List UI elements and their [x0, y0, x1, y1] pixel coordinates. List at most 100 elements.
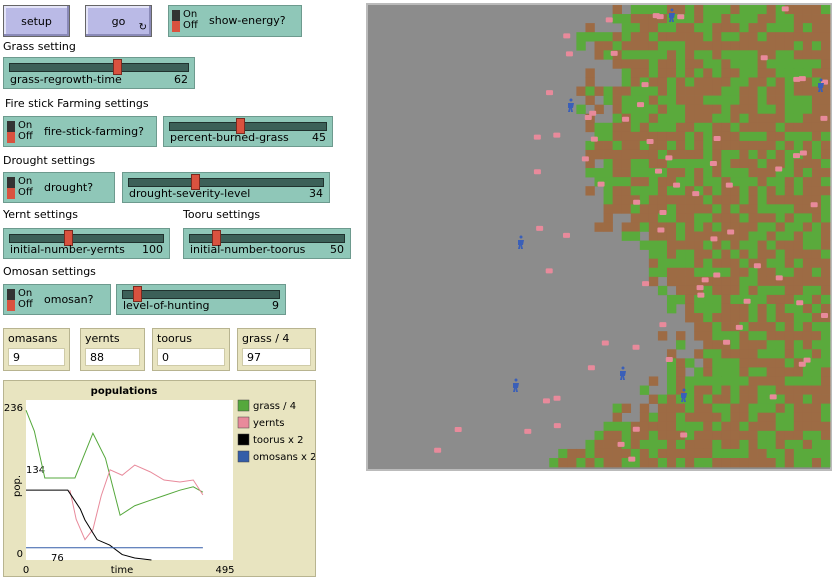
patch	[621, 168, 632, 178]
patch	[721, 421, 731, 432]
patch	[712, 340, 722, 350]
patch	[821, 403, 831, 413]
patch	[793, 322, 804, 332]
patch	[766, 159, 776, 169]
patch	[730, 68, 740, 78]
patch	[666, 421, 677, 432]
patch	[685, 430, 695, 441]
switch[interactable]: On Off drought?	[3, 172, 115, 203]
switch-off-label: Off	[18, 187, 33, 198]
yernt	[665, 356, 673, 362]
patch	[775, 249, 786, 259]
patch	[811, 159, 822, 169]
patch	[766, 322, 776, 332]
patch	[766, 59, 776, 69]
patch	[802, 186, 813, 196]
patch	[784, 86, 795, 96]
patch	[685, 231, 695, 241]
patch	[585, 186, 595, 196]
patch	[703, 14, 713, 24]
patch	[793, 14, 804, 24]
patch	[657, 240, 668, 250]
slider[interactable]: initial-number-yernts 100	[3, 228, 170, 259]
slider[interactable]: initial-number-toorus 50	[183, 228, 351, 259]
patch	[694, 285, 704, 296]
patch	[757, 104, 767, 115]
patch	[802, 303, 813, 314]
patch	[730, 59, 740, 69]
patch	[775, 104, 786, 115]
yernt	[677, 14, 685, 20]
patch	[666, 412, 677, 423]
button-label: setup	[21, 14, 52, 28]
yernt	[434, 447, 442, 453]
patch	[730, 195, 740, 205]
patch	[630, 222, 641, 232]
slider[interactable]: percent-burned-grass 45	[163, 116, 333, 147]
switch[interactable]: On Off omosan?	[3, 284, 111, 315]
patch	[821, 23, 831, 33]
slider[interactable]: level-of-hunting 9	[116, 284, 286, 315]
patch	[712, 23, 722, 33]
patch	[739, 195, 749, 205]
monitor: yernts 88	[80, 328, 145, 371]
yernt	[633, 199, 641, 205]
slider-value: 9	[272, 299, 279, 312]
slider[interactable]: grass-regrowth-time 62	[3, 57, 195, 89]
patch	[802, 231, 813, 241]
patch	[757, 168, 767, 178]
patch	[694, 77, 704, 87]
patch	[666, 104, 677, 115]
patch	[657, 68, 668, 78]
patch	[621, 14, 632, 24]
patch	[757, 213, 767, 223]
patch	[793, 430, 804, 441]
patch	[766, 23, 776, 33]
patch	[793, 258, 804, 269]
patch	[612, 59, 622, 69]
patch	[621, 131, 632, 142]
patch	[802, 122, 813, 133]
patch	[748, 349, 758, 359]
patch	[676, 249, 686, 259]
patch	[739, 23, 749, 33]
slider[interactable]: drought-severity-level 34	[122, 172, 330, 203]
patch	[793, 177, 804, 187]
patch	[585, 159, 595, 169]
patch	[712, 77, 722, 87]
patch	[721, 303, 731, 314]
patch	[802, 340, 813, 350]
button[interactable]: setup	[3, 5, 70, 37]
patch	[793, 421, 804, 432]
patch	[730, 331, 740, 341]
patch	[802, 376, 813, 386]
patch	[666, 50, 677, 60]
patch	[766, 86, 776, 96]
patch	[685, 59, 695, 69]
monitor-value: 97	[247, 351, 261, 364]
patch	[603, 131, 613, 142]
patch	[775, 258, 786, 269]
button[interactable]: go ↻	[85, 5, 152, 37]
patch	[748, 231, 758, 241]
switch[interactable]: On Off show-energy?	[168, 5, 302, 37]
patch	[685, 421, 695, 432]
patch	[648, 23, 659, 33]
patch	[648, 68, 659, 78]
patch	[784, 222, 795, 232]
yernt	[605, 17, 613, 23]
patch	[657, 149, 668, 160]
patch	[712, 222, 722, 232]
patch	[757, 204, 767, 214]
switch-name: omosan?	[44, 293, 94, 306]
patch	[766, 458, 776, 468]
patch	[793, 448, 804, 459]
patch	[748, 394, 758, 404]
patch	[793, 131, 804, 142]
patch	[603, 41, 613, 51]
patch	[766, 367, 776, 377]
patch	[766, 258, 776, 269]
patch	[594, 222, 604, 232]
switch[interactable]: On Off fire-stick-farming?	[3, 116, 157, 147]
patch	[694, 41, 704, 51]
